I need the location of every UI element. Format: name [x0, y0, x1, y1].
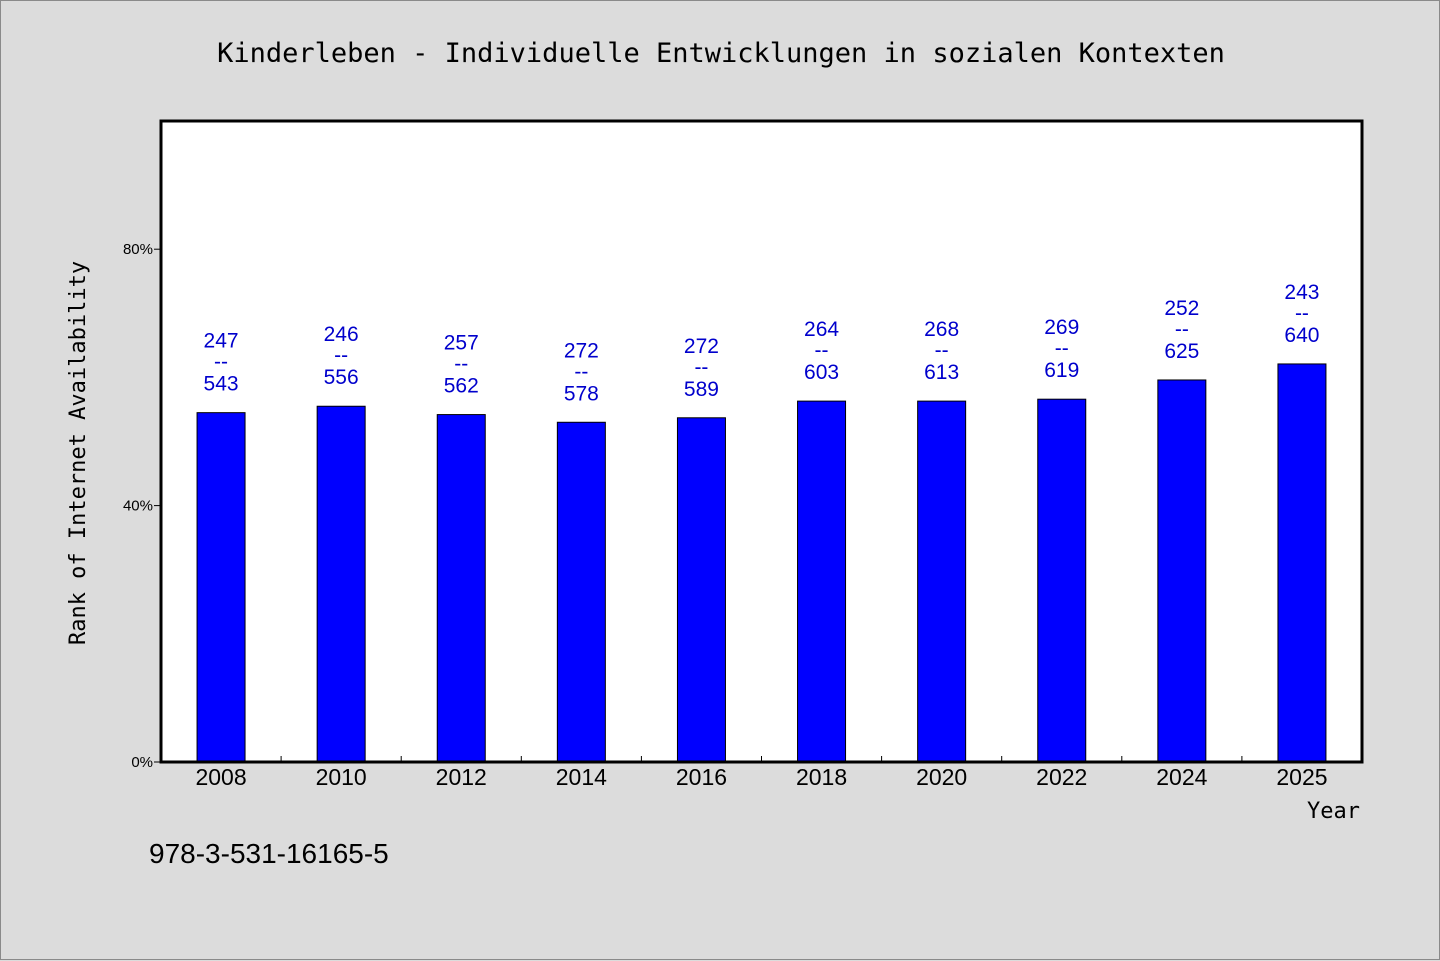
x-tick-label-2010: 2010 [316, 764, 367, 790]
bar-2022 [1037, 398, 1087, 763]
data-label-bottom-2025: 640 [1284, 324, 1319, 347]
data-label-sep-2020: -- [935, 339, 949, 362]
data-label-sep-2010: -- [334, 344, 348, 367]
bar-2024 [1157, 379, 1207, 763]
bar-2014 [556, 421, 606, 763]
bar-2016 [676, 417, 726, 763]
data-label-bottom-2016: 589 [684, 378, 719, 401]
data-label-top-2024: 252 [1164, 297, 1199, 320]
data-label-top-2008: 247 [204, 330, 239, 353]
data-label-sep-2024: -- [1175, 318, 1189, 341]
bar-2025 [1277, 363, 1327, 763]
x-tick-label-2022: 2022 [1036, 764, 1087, 790]
data-label-bottom-2018: 603 [804, 361, 839, 384]
data-label-top-2025: 243 [1284, 281, 1319, 304]
x-tick-label-2018: 2018 [796, 764, 847, 790]
bar-2008 [196, 412, 246, 763]
data-label-bottom-2010: 556 [324, 366, 359, 389]
y-axis-label: Rank of Internet Availability [66, 261, 91, 645]
bar-2012 [436, 414, 486, 763]
data-label-bottom-2012: 562 [444, 375, 479, 398]
x-tick-label-2008: 2008 [195, 764, 246, 790]
data-label-sep-2014: -- [574, 360, 588, 383]
bars-layer [196, 363, 1327, 763]
bar-2018 [797, 400, 847, 763]
x-tick-label-2014: 2014 [556, 764, 607, 790]
x-tick-label-2024: 2024 [1156, 764, 1207, 790]
data-label-sep-2008: -- [214, 351, 228, 374]
data-label-sep-2012: -- [454, 353, 468, 376]
data-label-top-2022: 269 [1044, 316, 1079, 339]
x-tick-label-2020: 2020 [916, 764, 967, 790]
data-label-top-2010: 246 [324, 323, 359, 346]
x-axis-label: Year [1307, 799, 1360, 824]
y-tick-label-80: 80% [123, 241, 153, 258]
ticks-layer: 2008 2010 2012 2014 2016 2018 2020 2022 2024 2025… [123, 241, 1328, 790]
y-tick-label-0: 0% [131, 754, 153, 771]
chart-title: Kinderleben - Individuelle Entwicklungen… [217, 38, 1225, 69]
data-label-sep-2016: -- [694, 356, 708, 379]
bar-2020 [917, 400, 967, 763]
data-label-top-2014: 272 [564, 339, 599, 362]
data-label-bottom-2022: 619 [1044, 359, 1079, 382]
isbn-label: 978-3-531-16165-5 [149, 838, 389, 869]
data-label-bottom-2008: 543 [204, 373, 239, 396]
bar-2010 [316, 405, 366, 763]
data-label-top-2018: 264 [804, 318, 839, 341]
data-labels-layer: 247--543246--556257--562272--578272--589… [204, 281, 1320, 405]
data-label-bottom-2020: 613 [924, 361, 959, 384]
data-label-bottom-2014: 578 [564, 382, 599, 405]
data-label-sep-2018: -- [815, 339, 829, 362]
data-label-top-2012: 257 [444, 332, 479, 355]
data-label-sep-2022: -- [1055, 337, 1069, 360]
data-label-bottom-2024: 625 [1164, 340, 1199, 363]
data-label-sep-2025: -- [1295, 302, 1309, 325]
y-tick-label-40: 40% [123, 498, 153, 515]
data-label-top-2020: 268 [924, 318, 959, 341]
plot-frame [159, 119, 1364, 764]
x-tick-label-2016: 2016 [676, 764, 727, 790]
data-label-top-2016: 272 [684, 335, 719, 358]
x-tick-label-2025: 2025 [1276, 764, 1327, 790]
x-tick-label-2012: 2012 [436, 764, 487, 790]
